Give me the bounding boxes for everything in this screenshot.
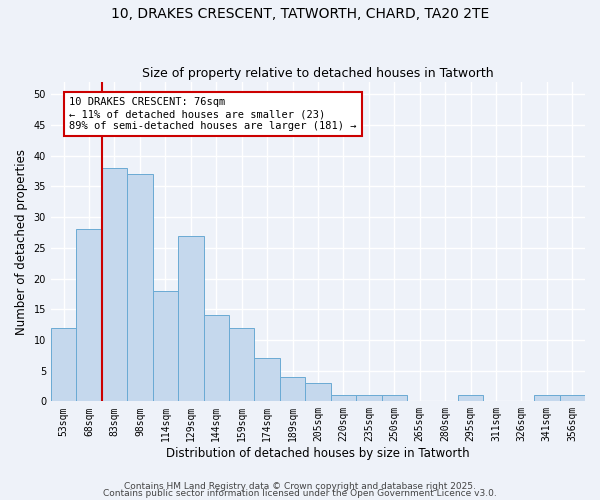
Y-axis label: Number of detached properties: Number of detached properties	[15, 148, 28, 334]
Bar	[458, 395, 483, 402]
Bar	[305, 383, 331, 402]
Bar	[178, 236, 203, 402]
X-axis label: Distribution of detached houses by size in Tatworth: Distribution of detached houses by size …	[166, 447, 470, 460]
Text: 10 DRAKES CRESCENT: 76sqm
← 11% of detached houses are smaller (23)
89% of semi-: 10 DRAKES CRESCENT: 76sqm ← 11% of detac…	[69, 98, 357, 130]
Bar	[76, 230, 102, 402]
Bar	[254, 358, 280, 402]
Text: 10, DRAKES CRESCENT, TATWORTH, CHARD, TA20 2TE: 10, DRAKES CRESCENT, TATWORTH, CHARD, TA…	[111, 8, 489, 22]
Bar	[152, 291, 178, 402]
Bar	[560, 395, 585, 402]
Bar	[229, 328, 254, 402]
Bar	[102, 168, 127, 402]
Bar	[280, 377, 305, 402]
Bar	[51, 328, 76, 402]
Bar	[331, 395, 356, 402]
Title: Size of property relative to detached houses in Tatworth: Size of property relative to detached ho…	[142, 66, 494, 80]
Text: Contains public sector information licensed under the Open Government Licence v3: Contains public sector information licen…	[103, 489, 497, 498]
Text: Contains HM Land Registry data © Crown copyright and database right 2025.: Contains HM Land Registry data © Crown c…	[124, 482, 476, 491]
Bar	[382, 395, 407, 402]
Bar	[356, 395, 382, 402]
Bar	[534, 395, 560, 402]
Bar	[127, 174, 152, 402]
Bar	[203, 316, 229, 402]
